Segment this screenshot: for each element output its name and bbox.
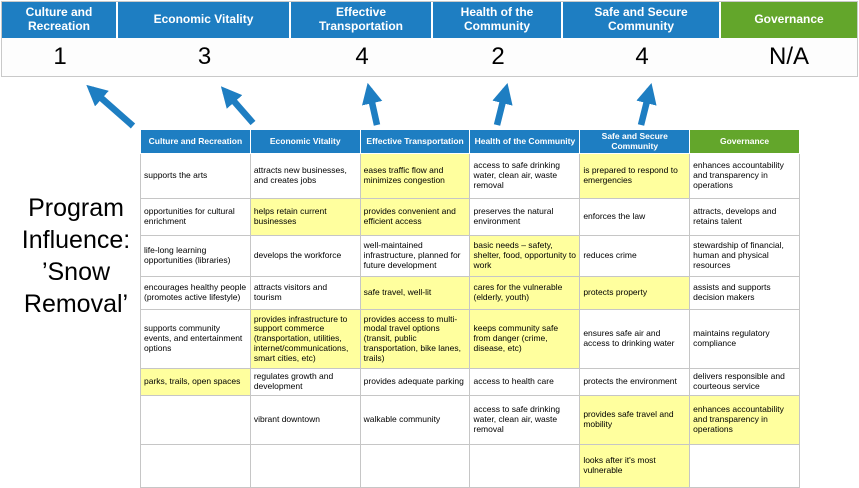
matrix-cell: enhances accountability and transparency… — [689, 395, 800, 445]
matrix-cell: enforces the law — [579, 198, 691, 236]
matrix-column-header: Health of the Community — [469, 129, 581, 154]
matrix-cell: access to health care — [469, 368, 581, 396]
matrix-cell — [689, 444, 800, 488]
matrix-cell: keeps community safe from danger (crime,… — [469, 309, 581, 369]
matrix-row: supports the arts attracts new businesses… — [140, 153, 800, 199]
matrix-cell: access to safe drinking water, clean air… — [469, 395, 581, 445]
matrix-cell: attracts, develops and retains talent — [689, 198, 800, 236]
matrix-cell: supports community events, and entertain… — [140, 309, 251, 369]
matrix-cell: eases traffic flow and minimizes congest… — [359, 153, 471, 199]
matrix-cell: encourages healthy people (promotes acti… — [140, 276, 251, 310]
pillar-score: N/A — [768, 43, 809, 70]
matrix-cell: walkable community — [359, 395, 471, 445]
matrix-column-header: Economic Vitality — [249, 129, 361, 154]
matrix-cell: provides safe travel and mobility — [579, 395, 691, 445]
matrix-cell: provides access to multi-modal travel op… — [359, 309, 471, 369]
matrix-cell: assists and supports decision makers — [689, 276, 800, 310]
pillar-header: Effective Transportation — [291, 2, 433, 38]
matrix-cell — [359, 444, 471, 488]
matrix-column-header: Governance — [689, 129, 800, 154]
matrix-cell: reduces crime — [579, 235, 691, 277]
up-arrow-icon — [220, 86, 256, 126]
pillar-header: Economic Vitality — [118, 2, 291, 38]
matrix-row: encourages healthy people (promotes acti… — [140, 276, 800, 310]
pillar-score-row: 1 3 4 2 4 N/A — [2, 38, 857, 76]
matrix-header-row: Culture and Recreation Economic Vitality E… — [140, 129, 800, 154]
matrix-cell: provides infrastructure to support comme… — [249, 309, 361, 369]
matrix-cell: stewardship of financial, human and phys… — [689, 235, 800, 277]
pillar-score: 3 — [197, 43, 212, 70]
matrix-cell: protects property — [579, 276, 691, 310]
pillar-score: 4 — [355, 43, 369, 70]
matrix-row: looks after it's most vulnerable — [140, 444, 800, 488]
matrix-cell: attracts visitors and tourism — [249, 276, 361, 310]
matrix-cell: basic needs – safety, shelter, food, opp… — [469, 235, 581, 277]
up-arrow-icon — [362, 82, 383, 126]
matrix-cell: preserves the natural environment — [469, 198, 581, 236]
influence-arrows — [86, 82, 657, 129]
up-arrow-icon — [492, 82, 513, 126]
page-title: Program Influence: ’Snow Removal’ — [21, 194, 131, 318]
pillar-header: Governance — [721, 2, 857, 38]
matrix-cell: develops the workforce — [249, 235, 361, 277]
matrix-column-header: Effective Transportation — [359, 129, 471, 154]
up-arrow-icon — [86, 84, 136, 129]
matrix-cell: ensures safe air and access to drinking … — [579, 309, 691, 369]
pillar-header: Culture and Recreation — [2, 2, 118, 38]
pillar-header-row: Culture and Recreation Economic Vitality E… — [2, 2, 857, 38]
matrix-cell: delivers responsible and courteous servi… — [689, 368, 800, 396]
pillar-score: 4 — [635, 43, 649, 70]
matrix-cell: looks after it's most vulnerable — [579, 444, 691, 488]
pillar-score: 1 — [53, 43, 67, 70]
matrix-row: parks, trails, open spaces regulates grow… — [140, 368, 800, 396]
matrix-cell: maintains regulatory compliance — [689, 309, 800, 369]
matrix-cell: enhances accountability and transparency… — [689, 153, 800, 199]
matrix-cell: safe travel, well-lit — [359, 276, 471, 310]
matrix-row: life-long learning opportunities (librar… — [140, 235, 800, 277]
pillar-score: 2 — [491, 43, 505, 70]
pillar-header: Safe and Secure Community — [563, 2, 721, 38]
matrix-cell: protects the environment — [579, 368, 691, 396]
matrix-cell: opportunities for cultural enrichment — [140, 198, 251, 236]
matrix-column-header: Safe and Secure Community — [579, 129, 691, 154]
influence-matrix: Culture and Recreation Economic Vitality E… — [140, 129, 800, 488]
matrix-cell: well-maintained infrastructure, planned … — [359, 235, 471, 277]
matrix-row: opportunities for cultural enrichment hel… — [140, 198, 800, 236]
score-banner: Culture and Recreation Economic Vitality E… — [1, 1, 858, 77]
matrix-row: vibrant downtown walkable community access… — [140, 395, 800, 445]
matrix-cell: provides adequate parking — [359, 368, 471, 396]
matrix-cell: helps retain current businesses — [249, 198, 361, 236]
matrix-cell — [469, 444, 581, 488]
matrix-row: supports community events, and entertain… — [140, 309, 800, 369]
matrix-cell: is prepared to respond to emergencies — [579, 153, 691, 199]
matrix-cell: parks, trails, open spaces — [140, 368, 251, 396]
matrix-cell: supports the arts — [140, 153, 251, 199]
matrix-cell — [140, 444, 251, 488]
matrix-cell: attracts new businesses, and creates job… — [249, 153, 361, 199]
matrix-cell — [249, 444, 361, 488]
matrix-cell: vibrant downtown — [249, 395, 361, 445]
matrix-cell: regulates growth and development — [249, 368, 361, 396]
up-arrow-icon — [636, 82, 657, 126]
matrix-body: supports the arts attracts new businesses… — [140, 153, 800, 488]
matrix-cell: life-long learning opportunities (librar… — [140, 235, 251, 277]
matrix-column-header: Culture and Recreation — [140, 129, 251, 154]
matrix-cell: provides convenient and efficient access — [359, 198, 471, 236]
matrix-cell — [140, 395, 251, 445]
pillar-header: Health of the Community — [433, 2, 563, 38]
matrix-cell: cares for the vulnerable (elderly, youth… — [469, 276, 581, 310]
matrix-cell: access to safe drinking water, clean air… — [469, 153, 581, 199]
